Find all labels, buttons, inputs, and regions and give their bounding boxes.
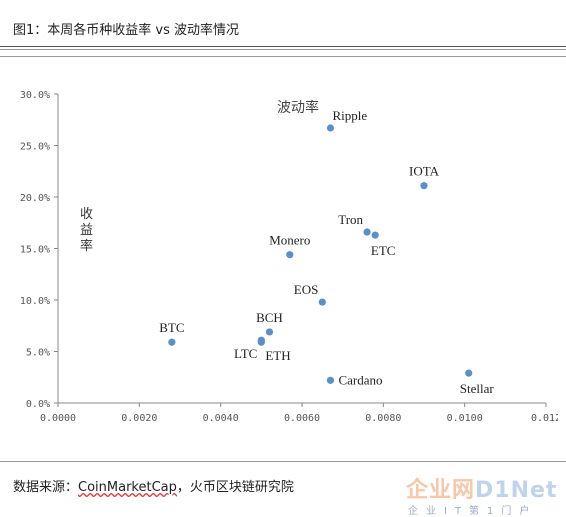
point-btc <box>168 338 176 346</box>
point-label-stellar: Stellar <box>460 381 495 396</box>
point-ripple <box>326 124 335 132</box>
source-link[interactable]: CoinMarketCap <box>78 480 177 495</box>
point-iota <box>420 182 428 190</box>
source-suffix: ，火币区块链研究院 <box>176 480 294 495</box>
y-tick-label: 5.0% <box>26 348 50 359</box>
chart-title: 波动率 <box>277 99 319 116</box>
point-label-bch: BCH <box>256 310 283 325</box>
x-tick-label: 0.0020 <box>121 413 157 424</box>
logo-subtitle: 企业IT第1门户 <box>408 506 538 517</box>
point-label-etc: ETC <box>371 243 396 258</box>
logo-text-a: 企业网 <box>406 478 476 503</box>
x-tick-label: 0.0080 <box>365 413 401 424</box>
point-label-btc: BTC <box>159 320 184 335</box>
point-label-cardano: Cardano <box>338 372 382 387</box>
header-divider-top <box>0 46 566 47</box>
chart-area: 0.0000 0.0020 0.0040 0.0060 0.0080 0.0100 0.01… <box>8 58 561 458</box>
point-stellar <box>465 369 473 377</box>
logo-text-b: D1Net <box>475 478 558 503</box>
point-bch <box>265 328 274 336</box>
scatter-chart: 0.0000 0.0020 0.0040 0.0060 0.0080 0.0100 0.01… <box>20 90 561 424</box>
y-tick-label: 20.0% <box>20 193 50 204</box>
x-tick-label: 0.0100 <box>447 413 483 424</box>
header-divider-mid <box>0 49 566 50</box>
point-label-tron: Tron <box>338 212 363 227</box>
y-axis-label: 收益率 <box>80 207 93 254</box>
data-source: 数据来源：CoinMarketCap，火币区块链研究院 <box>13 476 294 495</box>
source-prefix: 数据来源： <box>13 480 79 495</box>
point-tron <box>363 228 371 236</box>
footer-divider <box>0 461 566 462</box>
point-label-monero: Monero <box>269 233 310 248</box>
y-tick-label: 30.0% <box>20 90 50 101</box>
figure-title: 图1：本周各币种收益率 vs 波动率情况 <box>13 23 240 38</box>
y-axis-label-char: 收 <box>80 207 93 222</box>
data-points: Ripple IOTA Tron ETC Monero EOS BCH BTC LTC ETH Ca… <box>159 108 494 396</box>
y-axis-label-char: 率 <box>80 238 93 254</box>
header-divider-bottom <box>0 56 566 57</box>
y-tick-label: 15.0% <box>20 245 50 256</box>
figure-footer: 数据来源：CoinMarketCap，火币区块链研究院 企业网D1Net 企业I… <box>0 464 566 517</box>
x-tick-label: 0.0000 <box>40 413 76 424</box>
y-tick-label: 25.0% <box>20 142 50 153</box>
y-axis-label-char: 益 <box>80 223 93 238</box>
d1net-logo: 企业网D1Net 企业IT第1门户 <box>400 470 566 517</box>
y-tick-label: 10.0% <box>20 296 50 307</box>
point-label-ltc: LTC <box>234 346 257 361</box>
point-label-iota: IOTA <box>409 164 440 179</box>
x-tick-label: 0.0040 <box>203 413 239 424</box>
point-cardano <box>326 376 335 384</box>
axes <box>54 93 547 407</box>
x-tick-label: 0.0060 <box>284 413 320 424</box>
figure-header: 图1：本周各币种收益率 vs 波动率情况 <box>0 10 566 44</box>
point-label-eos: EOS <box>294 282 319 297</box>
y-tick-label: 0.0% <box>26 399 50 410</box>
point-eth <box>257 338 265 346</box>
point-label-ripple: Ripple <box>332 108 367 123</box>
point-label-eth: ETH <box>265 348 290 363</box>
point-eos <box>318 298 326 306</box>
x-tick-label: 0.012 <box>531 413 558 424</box>
point-etc <box>371 231 379 239</box>
point-monero <box>286 251 294 259</box>
tick-labels: 0.0000 0.0020 0.0040 0.0060 0.0080 0.0100 0.01… <box>20 90 561 424</box>
